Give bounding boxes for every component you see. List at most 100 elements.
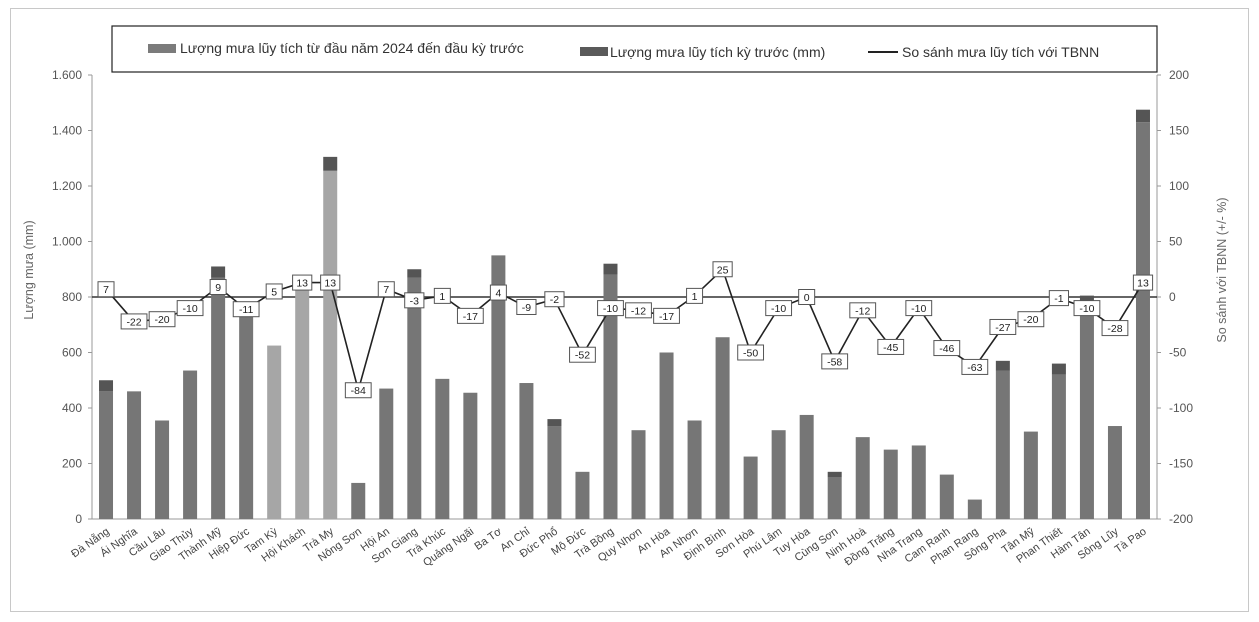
y2-tick-label: 50 (1169, 235, 1183, 249)
data-label: 1 (433, 287, 451, 304)
data-label-text: -45 (883, 342, 898, 354)
data-label-box (961, 358, 989, 375)
legend-swatch-period (580, 47, 608, 56)
data-label: -10 (765, 300, 793, 317)
data-label-box (97, 281, 115, 298)
bar-cumulative (799, 414, 814, 519)
data-label: 7 (97, 281, 115, 298)
data-label: -1 (1048, 290, 1070, 307)
y-tick-label: 1.000 (52, 235, 82, 249)
data-label-box (686, 287, 704, 304)
data-label: -10 (905, 300, 933, 317)
bar-cumulative (575, 471, 590, 519)
data-label-box (176, 300, 204, 317)
data-label-text: 9 (215, 282, 221, 294)
data-label: -84 (344, 382, 372, 399)
data-label-box (1048, 290, 1070, 307)
bar-period (1051, 363, 1066, 375)
data-label-text: 13 (324, 278, 336, 290)
data-label-box (1017, 311, 1045, 328)
bar-cumulative (267, 345, 282, 519)
data-label: -10 (597, 300, 624, 317)
data-label: -46 (933, 340, 961, 357)
data-label-box (516, 298, 537, 315)
data-label-text: -28 (1107, 323, 1122, 335)
data-label: -20 (1017, 311, 1045, 328)
data-label-text: -52 (575, 350, 590, 362)
bar-cumulative (855, 437, 870, 519)
data-label: 25 (712, 261, 733, 278)
data-label-box (404, 292, 425, 309)
data-label-box (905, 300, 933, 317)
bar-cumulative (99, 391, 114, 519)
data-label-text: 13 (296, 278, 308, 290)
data-label-box (433, 287, 451, 304)
bar-cumulative (603, 274, 618, 519)
data-label-box (712, 261, 733, 278)
data-label-text: -10 (911, 303, 926, 315)
bar-cumulative (631, 430, 646, 519)
data-label-text: 7 (383, 284, 389, 296)
data-label-text: -58 (827, 356, 842, 368)
data-label-text: 25 (717, 264, 729, 276)
data-label-text: 13 (1137, 278, 1149, 290)
bar-period (407, 269, 422, 278)
bar-cumulative (659, 352, 674, 519)
data-label-box (597, 300, 624, 317)
data-label-text: -17 (659, 311, 674, 323)
data-label-box (569, 346, 596, 363)
data-label-box (1132, 274, 1154, 291)
data-label: -63 (961, 358, 989, 375)
y-tick-label: 800 (62, 290, 82, 304)
data-label-text: -10 (182, 303, 197, 315)
bar-cumulative (1079, 302, 1094, 519)
bar-cumulative (295, 290, 310, 519)
data-label-text: 1 (692, 291, 698, 303)
y-tick-label: 400 (62, 401, 82, 415)
bar-cumulative (183, 370, 198, 519)
bar-cumulative (323, 170, 338, 520)
data-label: -27 (989, 318, 1017, 335)
data-label: 13 (320, 274, 341, 291)
bar-period (995, 360, 1010, 371)
data-label-box (625, 302, 652, 319)
legend-label-comparison: So sánh mưa lũy tích với TBNN (902, 44, 1099, 60)
y-tick-label: 1.600 (52, 68, 82, 82)
bar-period (827, 471, 842, 478)
bar-cumulative (687, 420, 702, 519)
data-label-text: -27 (995, 322, 1010, 334)
bar-cumulative (771, 430, 786, 519)
data-label: -28 (1101, 320, 1129, 337)
bar-cumulative (127, 391, 142, 519)
data-label-box (148, 311, 176, 328)
data-label-text: -84 (351, 385, 366, 397)
bar-cumulative (407, 277, 422, 519)
data-label-text: -9 (522, 302, 531, 314)
data-label-text: -10 (603, 303, 618, 315)
data-label-text: -11 (239, 304, 254, 316)
data-label: 5 (265, 283, 283, 300)
data-label-box (377, 281, 395, 298)
data-label-box (989, 318, 1017, 335)
bar-cumulative (1107, 426, 1122, 519)
bar-cumulative (379, 388, 394, 519)
y-axis-title: Lượng mưa (mm) (22, 220, 36, 319)
data-label-box (877, 338, 905, 355)
bar-cumulative (155, 420, 170, 519)
data-label-text: -1 (1054, 293, 1063, 305)
y2-tick-label: -50 (1169, 346, 1187, 360)
bar-period (547, 419, 562, 427)
data-label-text: -50 (743, 348, 758, 360)
data-label: -12 (849, 302, 877, 319)
bar-cumulative (967, 499, 982, 519)
bar-cumulative (1023, 431, 1038, 519)
data-label-box (544, 291, 565, 308)
data-label-text: -3 (410, 295, 419, 307)
legend-label-cumulative: Lượng mưa lũy tích từ đầu năm 2024 đến đ… (180, 40, 524, 56)
data-label-box (798, 289, 816, 305)
bar-cumulative (435, 378, 450, 519)
bar-cumulative (211, 277, 226, 519)
data-label: -22 (120, 313, 148, 330)
